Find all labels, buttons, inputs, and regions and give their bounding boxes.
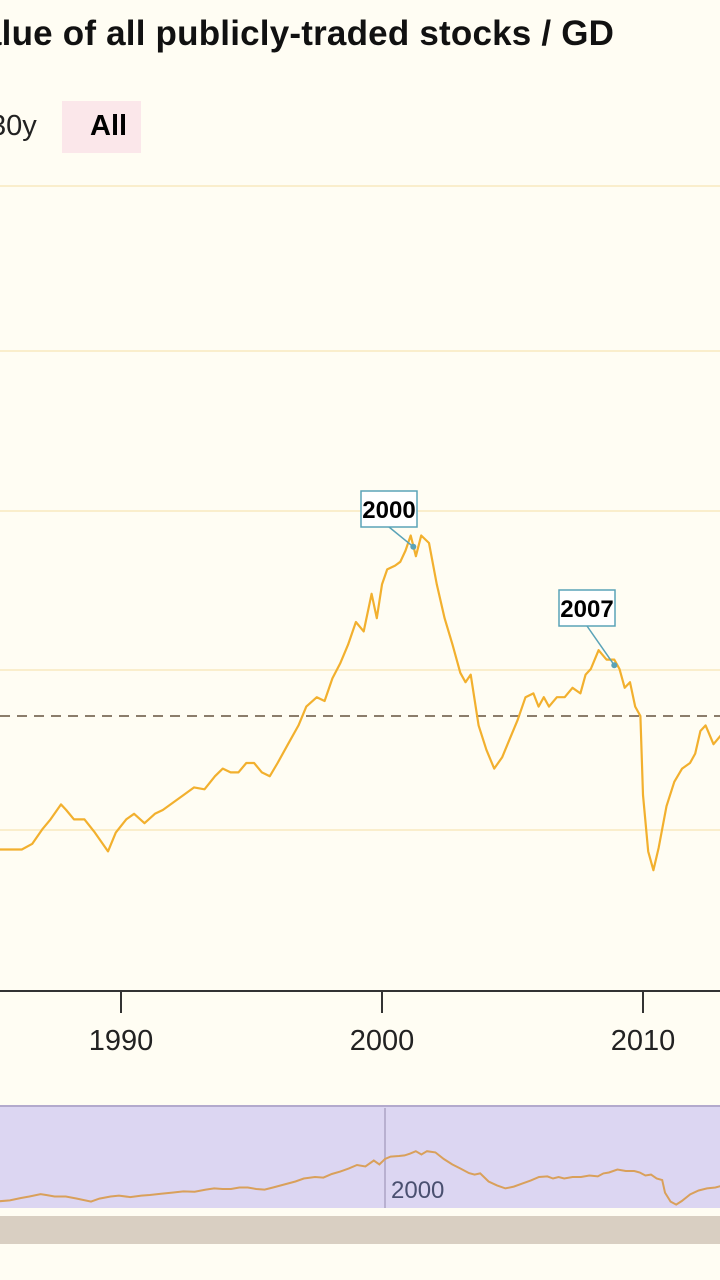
scrollbar-track[interactable] (0, 1216, 720, 1244)
flag-box (360, 490, 418, 528)
navigator[interactable]: 2000 (0, 1105, 720, 1218)
x-tick-label: 2000 (350, 1025, 415, 1057)
flag-stem (586, 625, 615, 666)
navigator-tick-label: 2000 (391, 1177, 444, 1204)
flag-box (558, 589, 616, 627)
series-line (0, 534, 720, 872)
range-button-all[interactable]: All (62, 101, 142, 153)
x-axis-ticks: 1990 2000 2010 (89, 991, 676, 1057)
grid-lines (0, 185, 720, 831)
flags: 2000 2007 (360, 490, 618, 669)
flag-2007[interactable]: 2007 (558, 589, 618, 669)
chart-title: alue of all publicly-traded stocks / GD (0, 14, 615, 53)
range-button-30y[interactable]: 30y (0, 110, 37, 142)
flag-label: 2000 (362, 497, 415, 524)
flag-point (611, 662, 618, 669)
flag-label: 2007 (560, 596, 613, 623)
x-tick-label: 2010 (611, 1025, 676, 1057)
flag-stem (388, 526, 414, 548)
navigator-series-line (0, 1150, 720, 1206)
navigator-background[interactable] (0, 1106, 720, 1208)
flag-point (410, 543, 417, 550)
flag-2000[interactable]: 2000 (360, 490, 418, 550)
x-tick-label: 1990 (89, 1025, 154, 1057)
